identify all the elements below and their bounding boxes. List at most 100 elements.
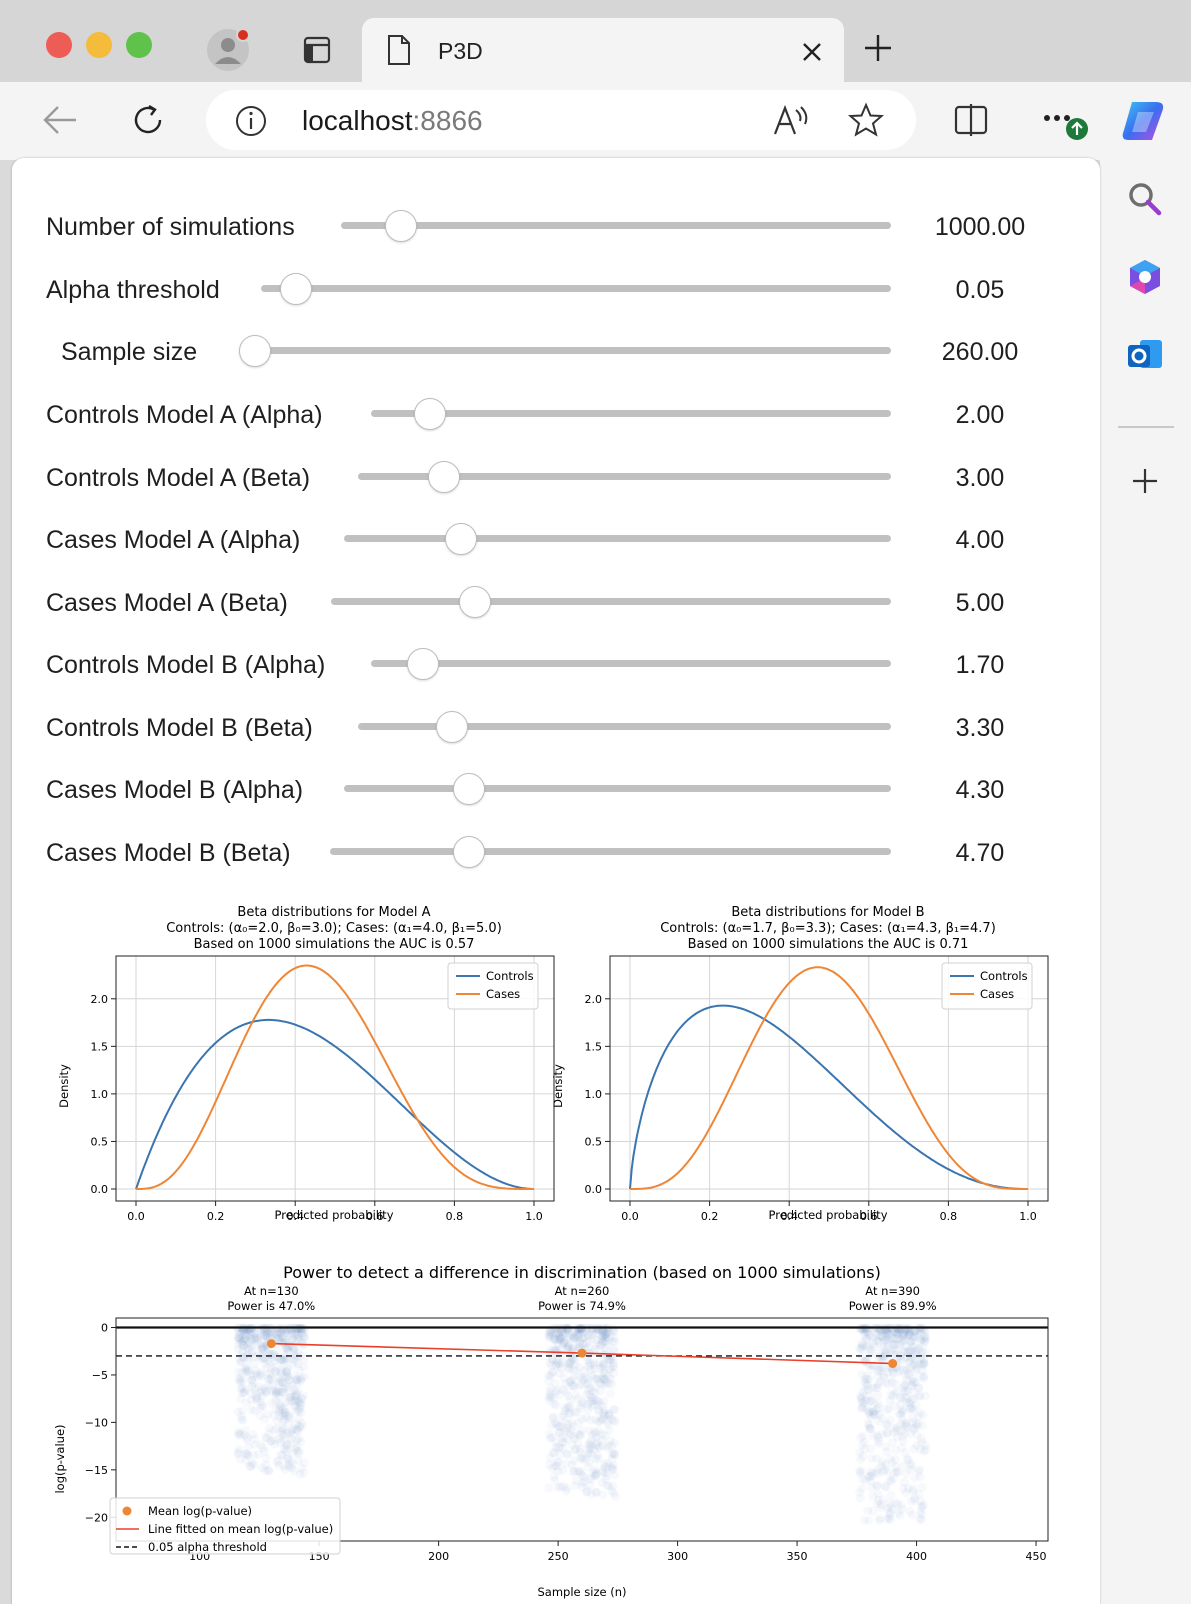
tab-actions-icon[interactable] [303, 36, 331, 64]
close-window-button[interactable] [46, 32, 72, 58]
slider-thumb-cases-b-beta[interactable] [453, 836, 486, 868]
power-sim-point [275, 1392, 285, 1401]
favorite-icon[interactable] [848, 102, 884, 138]
power-sim-point [582, 1486, 592, 1496]
power-sim-point [867, 1383, 877, 1393]
power-sim-point [606, 1364, 616, 1374]
back-icon[interactable] [42, 104, 78, 136]
power-sim-point [875, 1366, 885, 1376]
power-sim-point [600, 1405, 610, 1415]
power-sim-point [858, 1474, 867, 1484]
read-aloud-icon[interactable] [772, 104, 810, 138]
slider-simulations[interactable] [341, 222, 891, 229]
tab-p3d[interactable]: P3D [362, 18, 844, 84]
power-sim-point [575, 1447, 585, 1457]
slider-thumb-cases-b-alpha[interactable] [452, 773, 485, 805]
close-icon[interactable] [802, 42, 822, 62]
search-icon[interactable] [1126, 180, 1164, 218]
power-sim-point [549, 1393, 559, 1403]
power-sim-point [235, 1454, 245, 1464]
power-sim-point [583, 1399, 593, 1409]
power-sim-point [583, 1404, 593, 1414]
power-sim-point [287, 1426, 296, 1436]
power-sim-point [277, 1426, 287, 1436]
power-sim-point [554, 1327, 564, 1337]
power-sim-point [921, 1334, 931, 1344]
power-sim-point [557, 1422, 567, 1432]
power-sim-point [576, 1403, 586, 1413]
power-sim-point [264, 1428, 274, 1438]
power-sim-point [248, 1378, 258, 1388]
power-sim-point [256, 1332, 266, 1341]
power-sim-point [594, 1443, 604, 1452]
slider-controls-b-alpha[interactable] [371, 660, 891, 667]
power-sim-point [579, 1472, 589, 1482]
power-sim-point [251, 1340, 261, 1350]
power-sim-point [279, 1430, 288, 1440]
slider-thumb-alpha-threshold[interactable] [280, 273, 313, 305]
outlook-icon[interactable] [1126, 336, 1164, 374]
power-sim-point [267, 1387, 277, 1397]
power-sim-point [561, 1379, 570, 1389]
slider-thumb-sample-size[interactable] [239, 335, 271, 367]
slider-controls-a-alpha[interactable] [371, 410, 891, 417]
m365-icon[interactable] [1126, 258, 1164, 296]
profile-icon[interactable] [206, 28, 252, 74]
slider-controls-a-beta[interactable] [358, 473, 891, 480]
power-sim-point [583, 1440, 593, 1450]
slider-sample-size[interactable] [245, 347, 891, 354]
slider-cases-a-alpha[interactable] [344, 535, 891, 542]
power-sim-point [234, 1427, 244, 1437]
address-bar[interactable]: localhost:8866 [206, 90, 916, 150]
minimize-window-button[interactable] [86, 32, 112, 58]
power-sim-point [880, 1351, 890, 1361]
power-annotation-power: Power is 47.0% [227, 1299, 315, 1313]
slider-thumb-controls-b-alpha[interactable] [406, 648, 439, 680]
slider-controls-b-beta[interactable] [358, 723, 891, 730]
power-sim-point [905, 1397, 914, 1407]
power-sim-point [566, 1402, 576, 1411]
chart-b-tick-label-x: 1.0 [1019, 1210, 1037, 1223]
power-sim-point [872, 1405, 882, 1414]
slider-cases-b-alpha[interactable] [344, 785, 891, 792]
slider-thumb-cases-a-beta[interactable] [459, 586, 492, 618]
power-sim-point [914, 1344, 924, 1354]
slider-thumb-controls-a-alpha[interactable] [414, 398, 447, 430]
power-sim-point [283, 1411, 293, 1421]
copilot-icon[interactable] [1118, 96, 1172, 146]
slider-alpha-threshold[interactable] [261, 285, 891, 292]
power-sim-point [594, 1405, 604, 1415]
slider-thumb-controls-a-beta[interactable] [427, 461, 460, 493]
power-sim-point [867, 1453, 877, 1463]
power-sim-point [916, 1445, 925, 1454]
slider-label-controls-a-beta: Controls Model A (Beta) [46, 464, 311, 492]
more-icon[interactable] [1042, 104, 1092, 146]
slider-thumb-simulations[interactable] [384, 210, 417, 242]
power-sim-point [258, 1402, 268, 1412]
slider-thumb-controls-b-beta[interactable] [435, 711, 468, 743]
slider-thumb-cases-a-alpha[interactable] [444, 523, 477, 555]
reload-icon[interactable] [130, 102, 166, 138]
chart-a-tick-label-x: 0.4 [286, 1210, 304, 1223]
slider-cases-a-beta[interactable] [331, 598, 891, 605]
power-sim-point [239, 1387, 249, 1397]
power-sim-point [576, 1329, 585, 1339]
url-text[interactable]: localhost:8866 [302, 105, 483, 137]
power-sim-point [563, 1419, 573, 1429]
new-tab-icon[interactable] [864, 34, 892, 62]
site-info-icon[interactable] [234, 104, 268, 138]
power-sim-point [235, 1329, 245, 1339]
power-sim-point [899, 1330, 909, 1340]
power-sim-point [274, 1378, 283, 1388]
power-sim-point [554, 1422, 564, 1432]
power-sim-point [589, 1427, 599, 1437]
power-sim-point [263, 1355, 273, 1365]
split-screen-icon[interactable] [954, 104, 988, 136]
slider-cases-b-beta[interactable] [330, 848, 891, 855]
maximize-window-button[interactable] [126, 32, 152, 58]
power-tick-label-x: 350 [787, 1550, 808, 1563]
power-sim-point [290, 1396, 299, 1406]
add-icon[interactable] [1131, 467, 1159, 495]
power-sim-point [917, 1372, 927, 1381]
power-tick-label-x: 300 [667, 1550, 688, 1563]
